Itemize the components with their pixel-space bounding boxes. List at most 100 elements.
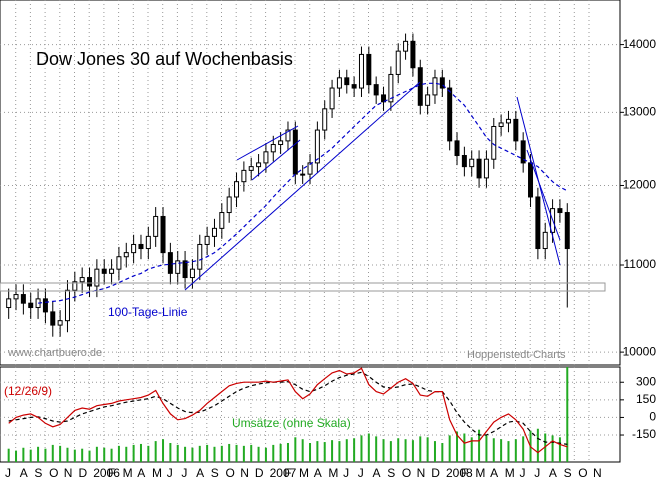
candle-body <box>314 129 320 164</box>
volume-bar <box>397 438 400 462</box>
y2-tick-label: -150 <box>632 427 656 441</box>
candle-body <box>344 77 350 86</box>
volume-bar <box>411 440 414 462</box>
volume-bar <box>235 444 238 462</box>
candle-body <box>87 277 93 287</box>
volume-bar <box>257 446 260 462</box>
volume-bar <box>73 449 76 462</box>
candle-body <box>366 53 372 86</box>
y2-tick-label: 150 <box>636 392 656 406</box>
candle-body <box>42 298 48 313</box>
x-tick-label: O <box>49 466 58 480</box>
macd-label: (12/26/9) <box>4 384 52 398</box>
volume-bar <box>103 447 106 462</box>
candle-body <box>175 260 181 274</box>
volume-bar <box>448 435 451 462</box>
volume-bar <box>59 445 62 462</box>
x-tick-label: N <box>240 466 249 480</box>
volume-bar <box>81 448 84 462</box>
candle-body <box>109 268 115 274</box>
volume-bar <box>228 443 231 462</box>
candle-body <box>197 243 203 270</box>
x-tick-label: F <box>284 466 291 480</box>
volume-bar <box>22 447 25 462</box>
volume-bar <box>544 433 547 462</box>
candle-body <box>64 289 70 322</box>
x-tick-label: J <box>343 466 349 480</box>
x-tick-label: D <box>255 466 264 480</box>
candle-body <box>211 227 217 237</box>
volume-bar <box>331 440 334 462</box>
candle-body <box>476 158 482 179</box>
volume-bar <box>37 446 40 462</box>
y-tick-label: 11000 <box>624 257 657 271</box>
candle-body <box>491 125 497 160</box>
candle-body <box>329 87 335 110</box>
volume-bar <box>154 441 157 462</box>
candle-body <box>410 40 416 69</box>
volume-bar <box>132 444 135 462</box>
x-tick-label: A <box>20 466 28 480</box>
volume-bar <box>536 428 539 462</box>
volume-bar <box>309 443 312 462</box>
volume-bar <box>169 443 172 462</box>
x-tick-label: S <box>564 466 572 480</box>
candle-body <box>292 129 298 175</box>
macd-line <box>8 367 568 454</box>
candle-body <box>417 67 423 106</box>
candle-body <box>256 162 262 168</box>
volume-bar <box>110 448 113 462</box>
trend-line <box>184 81 421 291</box>
volume-bar <box>492 438 495 462</box>
x-tick-label: M <box>475 466 485 480</box>
volume-bar <box>551 435 554 462</box>
candle-body <box>542 231 548 250</box>
x-tick-label: J <box>181 466 187 480</box>
credit: Hoppenstedt-Charts <box>467 349 566 361</box>
candle-body <box>145 235 151 250</box>
volume-bar <box>301 439 304 462</box>
candle-body <box>388 73 394 103</box>
candle-body <box>101 268 107 274</box>
volume-bar <box>294 437 297 462</box>
candle-body <box>116 256 122 270</box>
volume-bar <box>426 437 429 462</box>
candle-body <box>403 40 409 52</box>
candle-body <box>300 173 306 176</box>
volume-bar <box>7 448 10 462</box>
trend-line <box>236 125 299 161</box>
volume-bar <box>95 446 98 462</box>
volume-bar <box>485 435 488 462</box>
candle-body <box>322 108 328 131</box>
source: www.chartbuero.de <box>7 347 102 359</box>
candle-body <box>395 50 401 75</box>
volume-bar <box>316 441 319 462</box>
volume-bar <box>117 445 120 462</box>
candle-body <box>373 84 379 96</box>
x-tick-label: D <box>79 466 88 480</box>
volume-bar <box>286 443 289 462</box>
x-tick-label: M <box>152 466 162 480</box>
candle-body <box>131 243 137 254</box>
candle-body <box>94 268 100 287</box>
volume-bar <box>338 441 341 462</box>
candle-body <box>285 129 291 142</box>
trend-line <box>526 149 561 241</box>
candle-body <box>381 94 387 103</box>
volume-bar <box>44 448 47 462</box>
candle-body <box>505 118 511 124</box>
candle-body <box>270 144 276 153</box>
x-tick-label: N <box>593 466 602 480</box>
x-tick-label: M <box>328 466 338 480</box>
y-tick-label: 14000 <box>623 37 657 51</box>
candle-body <box>439 77 445 89</box>
candle-body <box>557 208 563 214</box>
volume-bar <box>323 442 326 462</box>
x-tick-label: A <box>373 466 381 480</box>
volume-bar <box>184 446 187 462</box>
volume-bar <box>353 438 356 462</box>
y-tick-label: 13000 <box>623 104 657 118</box>
candle-body <box>182 260 188 279</box>
volume-bar <box>522 436 525 462</box>
